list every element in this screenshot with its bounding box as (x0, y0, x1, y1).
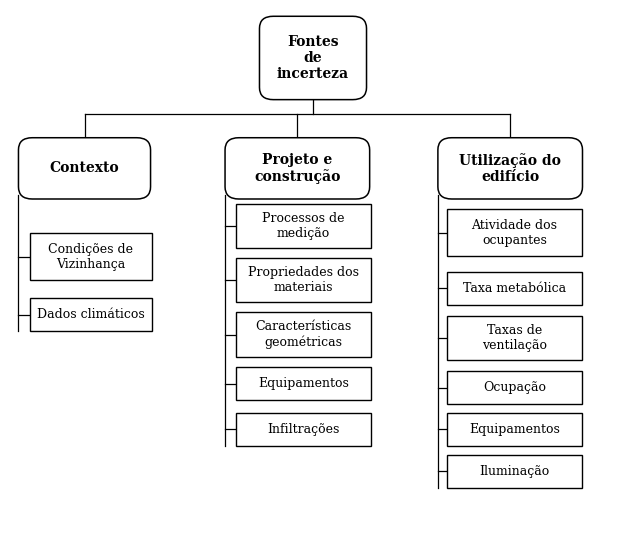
Text: Condições de
Vizinhança: Condições de Vizinhança (48, 243, 133, 270)
Text: Infiltrações: Infiltrações (267, 423, 340, 436)
Text: Características
geométricas: Características geométricas (255, 320, 352, 349)
Text: Taxas de
ventilação: Taxas de ventilação (482, 324, 547, 352)
Bar (29, 298, 151, 331)
FancyBboxPatch shape (438, 138, 582, 199)
Bar (237, 413, 371, 446)
Bar (29, 233, 151, 280)
Text: Atividade dos
ocupantes: Atividade dos ocupantes (471, 219, 558, 247)
Bar (447, 316, 582, 360)
FancyBboxPatch shape (225, 138, 369, 199)
Bar (447, 210, 582, 256)
Text: Propriedades dos
materiais: Propriedades dos materiais (248, 267, 359, 294)
Bar (237, 204, 371, 248)
Text: Fontes
de
incerteza: Fontes de incerteza (277, 35, 349, 81)
Text: Contexto: Contexto (49, 161, 120, 176)
FancyBboxPatch shape (19, 138, 151, 199)
Bar (237, 312, 371, 357)
Text: Dados climáticos: Dados climáticos (37, 308, 145, 321)
Text: Taxa metabólica: Taxa metabólica (463, 282, 566, 295)
Bar (447, 455, 582, 488)
Text: Utilização do
edifício: Utilização do edifício (459, 153, 561, 184)
Text: Equipamentos: Equipamentos (469, 423, 560, 436)
Bar (447, 272, 582, 305)
Bar (237, 367, 371, 400)
Text: Iluminação: Iluminação (480, 465, 550, 478)
FancyBboxPatch shape (259, 16, 366, 99)
Text: Ocupação: Ocupação (483, 381, 546, 394)
Bar (237, 258, 371, 302)
Text: Projeto e
construção: Projeto e construção (254, 153, 341, 184)
Text: Processos de
medição: Processos de medição (262, 213, 345, 240)
Bar (447, 371, 582, 404)
Text: Equipamentos: Equipamentos (258, 377, 349, 390)
Bar (447, 413, 582, 446)
